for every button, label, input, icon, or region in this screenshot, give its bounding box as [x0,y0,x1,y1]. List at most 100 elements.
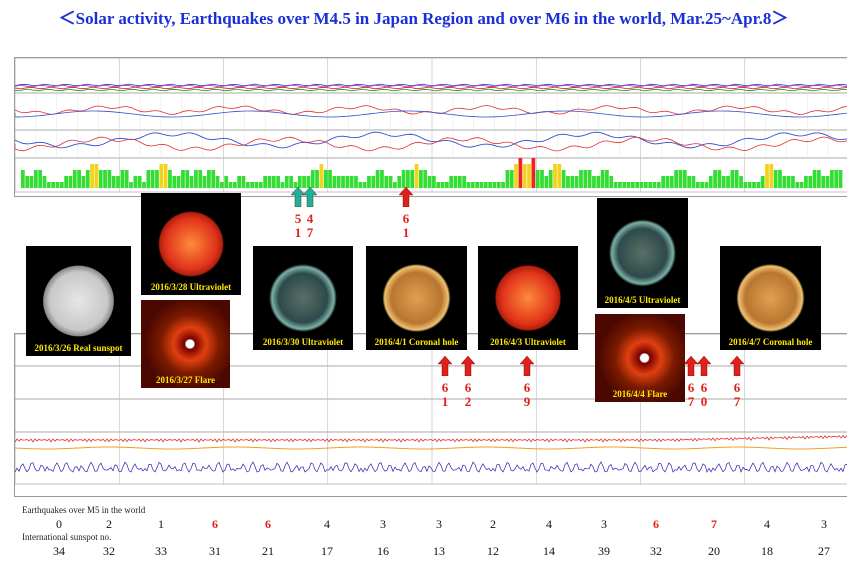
kp-bar [323,170,328,188]
kp-bar [146,170,151,188]
kp-bar [276,176,280,188]
kp-bar [254,182,259,188]
kp-bar [228,182,233,188]
kp-bar [142,182,146,188]
sunspot-row-label: International sunspot no. [22,532,112,542]
solar-image-caption: 2016/4/3 Ultraviolet [490,337,566,347]
kp-bar [302,176,306,188]
kp-bar [721,176,726,188]
sunspot-number: 33 [155,544,167,558]
kp-bar [211,170,216,188]
earthquake-count: 3 [601,517,607,531]
marker-decimal: 2 [464,394,472,409]
kp-bar [358,182,363,188]
solar-image-caption: 2016/4/7 Coronal hole [728,337,813,347]
sunspot-number: 12 [487,544,499,558]
kp-bar [367,176,371,188]
arrow-up-icon [519,355,535,377]
kp-bar [540,170,544,188]
kp-bar [812,170,817,188]
bottom-xray-threshold [14,446,847,450]
kp-bar [652,182,657,188]
kp-bar [375,170,380,188]
kp-bar [587,170,592,188]
kp-bar [250,182,255,188]
kp-bar [401,170,406,188]
kp-bar [553,164,557,188]
solar-image-caption: 2016/4/1 Coronal hole [374,337,459,347]
arrow-up-icon [460,355,476,377]
earthquake-count: 7 [711,517,717,531]
sunspot-number: 17 [321,544,333,558]
kp-bar [207,170,211,188]
kp-bar [739,176,743,188]
marker-magnitude: 6 [700,380,708,395]
kp-bar [432,176,436,188]
kp-bar [817,170,821,188]
kp-bar [120,170,125,188]
goes-bottom-chart [14,333,847,497]
arrow-shape [729,355,745,377]
arrow-shape [519,355,535,377]
kp-bar [457,176,462,188]
marker-decimal: 7 [733,394,741,409]
arrow-shape [437,355,453,377]
solar-image-caption: 2016/4/4 Flare [612,389,668,399]
kp-bar [172,176,177,188]
earthquake-count: 2 [106,517,112,531]
sunspot-number: 21 [262,544,274,558]
kp-bar [59,182,64,188]
kp-bar [678,170,683,188]
kp-bar [46,182,51,188]
kp-bar [470,182,475,188]
marker-magnitude: 4 [306,211,314,226]
earthquake-count: 4 [546,517,552,531]
kp-bar [306,176,311,188]
kp-bar [258,182,263,188]
kp-bar [522,164,527,188]
kp-bar [388,176,393,188]
kp-bar [85,170,90,188]
solar-image-0: 2016/3/26 Real sunspot [26,246,131,356]
page-title: ＜Solar activity, Earthquakes over M4.5 i… [58,9,789,28]
solar-image-caption: 2016/3/27 Flare [155,375,216,385]
kp-bar [111,176,116,188]
kp-bar [661,176,666,188]
kp-bar [691,176,696,188]
marker-magnitude: 6 [402,211,410,226]
sunspot-number: 27 [818,544,830,558]
kp-bar [557,164,562,188]
kp-bar [194,170,198,188]
kp-bar [656,182,661,188]
kp-bar [345,176,350,188]
arrow-up-icon [729,355,745,377]
kp-bar [708,176,713,188]
kp-bar [730,170,735,188]
kp-bar [535,170,540,188]
earthquake-count: 6 [653,517,659,531]
kp-bar [181,170,185,188]
sunspot-number: 31 [209,544,221,558]
kp-bar [72,170,77,188]
arrow-shape [398,186,414,208]
kp-bar [505,170,510,188]
goes-top-svg [14,57,847,193]
kp-bar [566,176,570,188]
kp-bar [33,170,38,188]
marker-decimal: 7 [306,225,314,240]
kp-bar [583,170,588,188]
kp-bar [319,164,324,188]
kp-bar [198,170,203,188]
kp-bar [224,176,229,188]
kp-bar [453,176,458,188]
kp-bar [669,176,674,188]
kp-bar [726,176,730,188]
kp-bar [284,176,289,188]
earthquake-count: 6 [265,517,271,531]
earthquake-count: 6 [212,517,218,531]
earthquake-count: 4 [764,517,770,531]
kp-bar [414,164,419,188]
